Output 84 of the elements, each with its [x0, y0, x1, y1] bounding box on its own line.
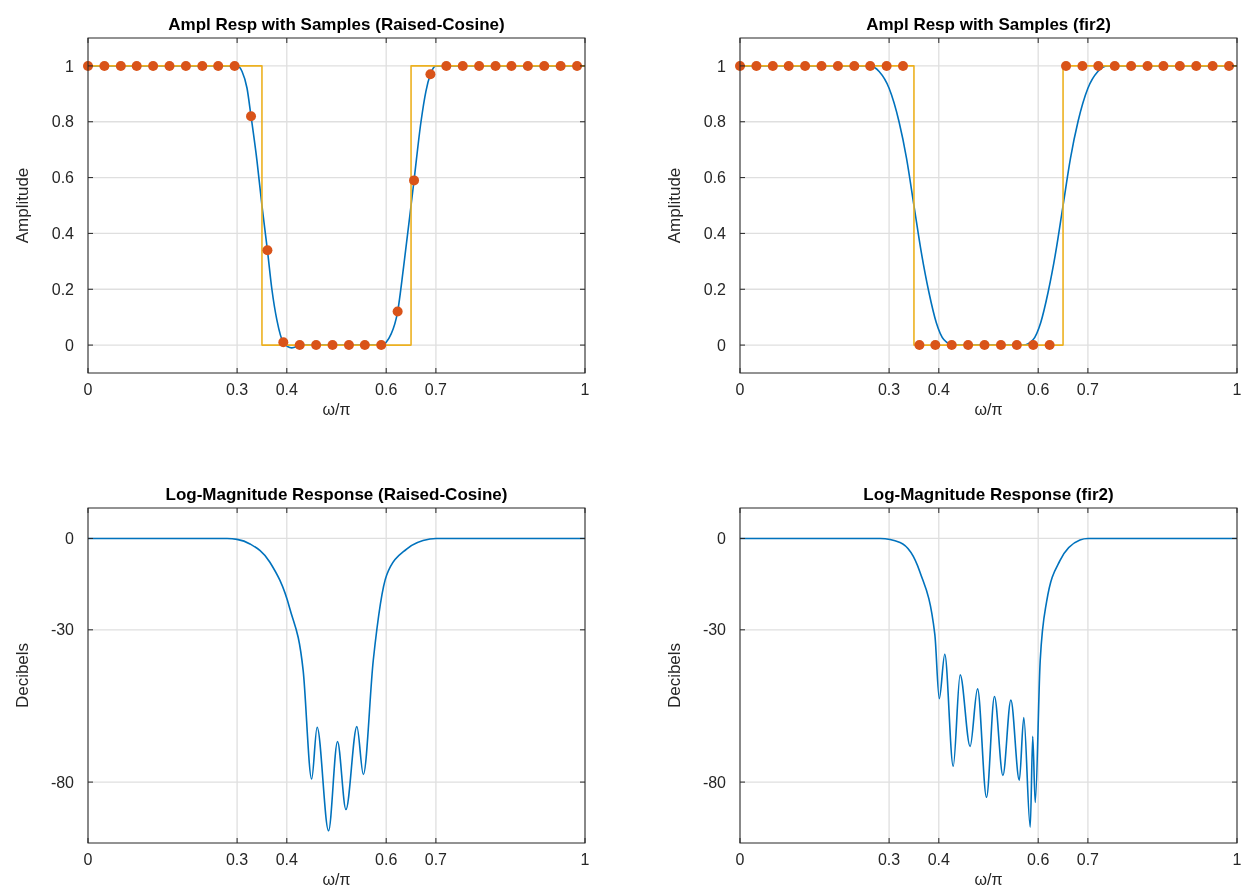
point [278, 337, 289, 348]
chart-title: Log-Magnitude Response (Raised-Cosine) [165, 485, 508, 504]
y-tick-label: -80 [50, 773, 75, 791]
x-tick-label: 0.4 [275, 851, 299, 868]
point [262, 245, 273, 256]
y-tick-label: 0 [65, 336, 75, 354]
point [115, 60, 126, 71]
point [246, 111, 257, 122]
chart-title: Ampl Resp with Samples (fir2) [866, 15, 1111, 34]
x-axis-title: ω/π [974, 871, 1003, 888]
y-axis-title: Decibels [13, 642, 32, 709]
x-tick-label: 0 [83, 381, 93, 398]
point [409, 175, 420, 186]
y-tick-label: -30 [702, 621, 727, 639]
x-axis-title: ω/π [974, 401, 1003, 418]
x-tick-label: 0.6 [1027, 851, 1050, 868]
y-tick-label: 0.4 [51, 225, 75, 243]
y-axis-title: Decibels [665, 642, 684, 709]
point [425, 69, 436, 80]
point [99, 60, 110, 71]
chart-title: Log-Magnitude Response (fir2) [863, 485, 1114, 504]
y-tick-label: 0 [717, 530, 727, 548]
y-tick-label: 0.6 [703, 169, 727, 187]
x-axis-title: ω/π [322, 871, 351, 888]
chart-title: Ampl Resp with Samples (Raised-Cosine) [168, 15, 505, 34]
x-axis-title: ω/π [322, 401, 351, 418]
y-tick-label: 0 [717, 336, 727, 354]
y-tick-label: -30 [50, 621, 75, 639]
x-tick-label: 0.7 [424, 381, 448, 398]
point [392, 306, 403, 317]
point [522, 60, 533, 71]
x-tick-label: 0.3 [225, 851, 249, 868]
x-tick-label: 0 [735, 851, 745, 868]
point [213, 60, 224, 71]
y-tick-label: -80 [702, 773, 727, 791]
y-tick-label: 0.8 [51, 113, 75, 131]
x-tick-label: 1 [580, 851, 590, 868]
y-tick-label: 0.8 [703, 113, 727, 131]
point [359, 340, 370, 351]
y-tick-label: 1 [65, 57, 75, 75]
x-tick-label: 0.6 [375, 381, 398, 398]
point [539, 60, 550, 71]
point [490, 60, 501, 71]
x-tick-label: 0.3 [877, 381, 901, 398]
point [474, 60, 485, 71]
x-tick-label: 0.6 [1027, 381, 1050, 398]
x-tick-label: 0.7 [424, 851, 448, 868]
point [229, 60, 240, 71]
y-axis-title: Amplitude [13, 167, 32, 244]
x-tick-label: 0.4 [927, 381, 951, 398]
point [441, 60, 452, 71]
x-tick-label: 0 [83, 851, 93, 868]
point [131, 60, 142, 71]
x-tick-label: 0.6 [375, 851, 398, 868]
point [343, 340, 354, 351]
point [457, 60, 468, 71]
x-tick-label: 1 [1232, 851, 1242, 868]
point [180, 60, 191, 71]
point [197, 60, 208, 71]
x-tick-label: 0.7 [1076, 851, 1100, 868]
point [572, 60, 583, 71]
y-tick-label: 0.2 [703, 280, 727, 298]
point [311, 340, 322, 351]
y-tick-label: 1 [717, 57, 727, 75]
x-tick-label: 0 [735, 381, 745, 398]
y-tick-label: 0 [65, 530, 75, 548]
point [164, 60, 175, 71]
x-tick-label: 1 [1232, 381, 1242, 398]
point [376, 340, 387, 351]
point [555, 60, 566, 71]
point [148, 60, 159, 71]
y-axis-title: Amplitude [665, 167, 684, 244]
x-tick-label: 0.3 [877, 851, 901, 868]
y-tick-label: 0.4 [703, 225, 727, 243]
x-tick-label: 0.3 [225, 381, 249, 398]
point [506, 60, 517, 71]
x-tick-label: 0.4 [927, 851, 951, 868]
x-tick-label: 0.7 [1076, 381, 1100, 398]
x-tick-label: 1 [580, 381, 590, 398]
x-tick-label: 0.4 [275, 381, 299, 398]
point [294, 340, 305, 351]
y-tick-label: 0.6 [51, 169, 75, 187]
y-tick-label: 0.2 [51, 280, 75, 298]
point [327, 340, 338, 351]
